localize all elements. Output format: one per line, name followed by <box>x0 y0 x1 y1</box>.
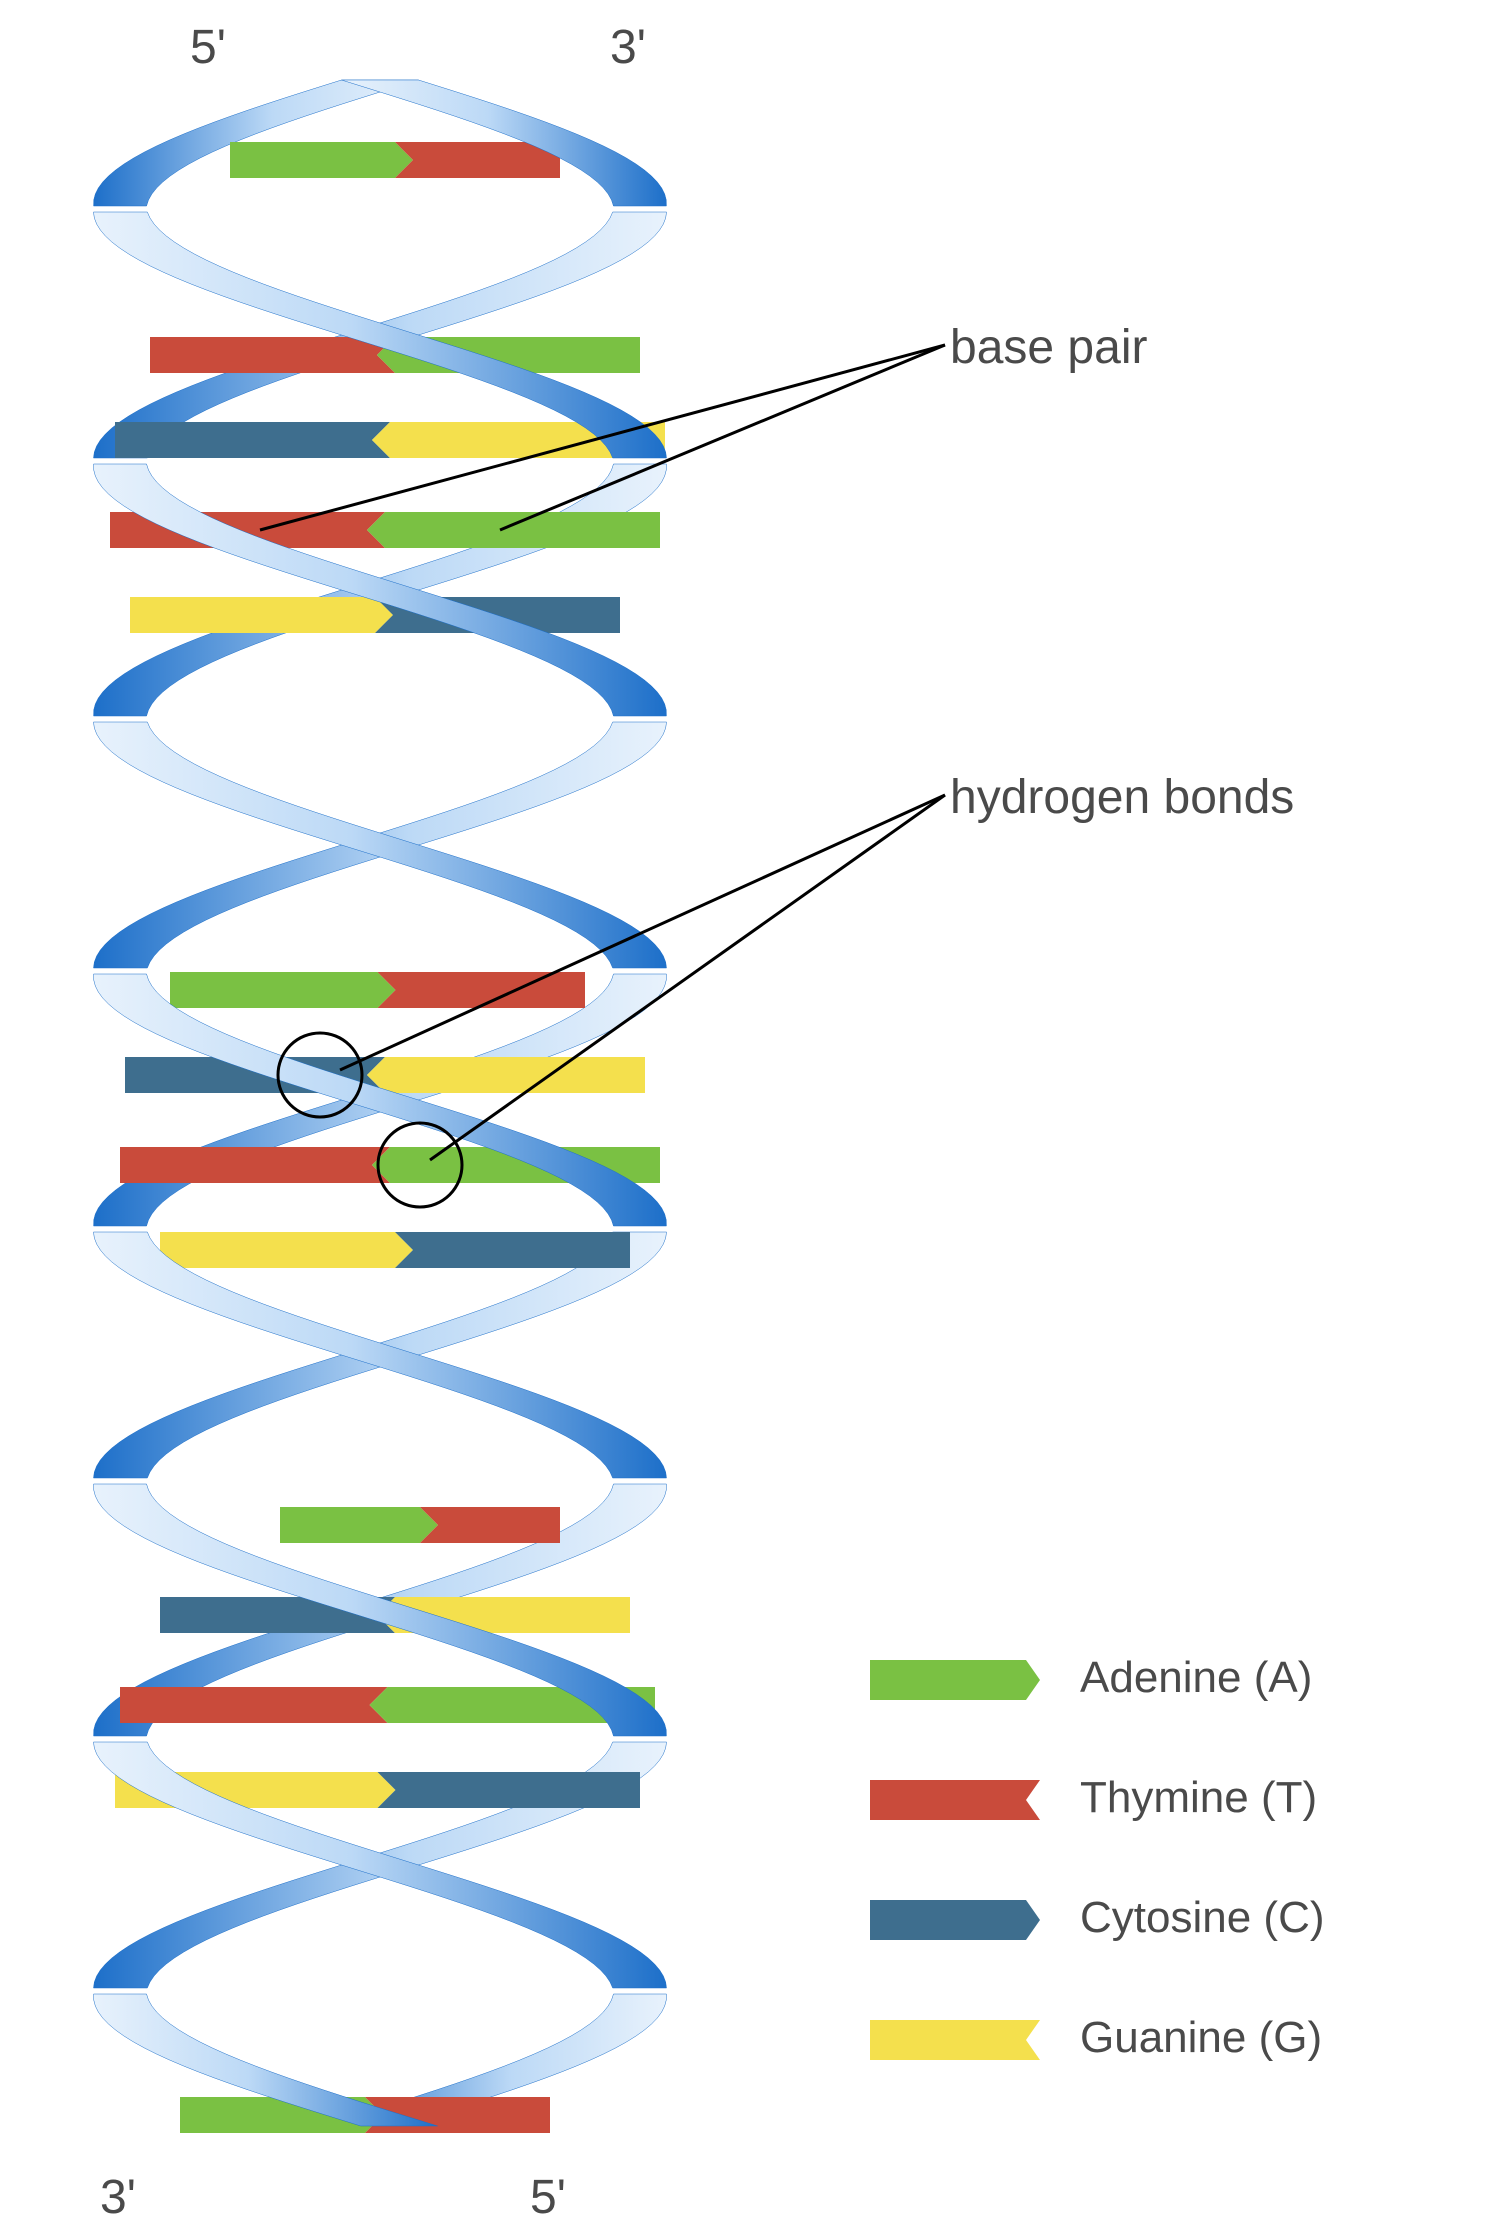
base-pair <box>115 422 665 458</box>
base-adenine <box>170 972 396 1008</box>
base-pair <box>230 142 560 178</box>
legend-label-1: Thymine (T) <box>1080 1773 1317 1823</box>
base-thymine <box>420 1507 560 1543</box>
base-cytosine <box>395 1232 630 1268</box>
base-thymine <box>395 142 560 178</box>
base-thymine <box>120 1687 388 1723</box>
base-thymine <box>120 1147 390 1183</box>
helix-front <box>93 80 666 2126</box>
terminal-bot_left: 3' <box>100 2170 136 2225</box>
legend-swatch-1 <box>870 1780 1040 1820</box>
dna-diagram: base pair hydrogen bonds Adenine (A) Thymin… <box>0 0 1500 2236</box>
base-pair <box>170 972 585 1008</box>
legend-label-0: Adenine (A) <box>1080 1653 1312 1703</box>
base-thymine <box>150 337 395 373</box>
base-adenine <box>280 1507 438 1543</box>
base-pair <box>130 597 620 633</box>
terminal-top_left: 5' <box>190 20 226 75</box>
legend-swatch-2 <box>870 1900 1040 1940</box>
legend-label-2: Cytosine (C) <box>1080 1893 1325 1943</box>
base-cytosine <box>378 1772 641 1808</box>
base-adenine <box>367 512 660 548</box>
base-guanine <box>160 1232 413 1268</box>
legend <box>870 1660 1040 2060</box>
legend-swatch-3 <box>870 2020 1040 2060</box>
legend-swatch-0 <box>870 1660 1040 1700</box>
legend-label-3: Guanine (G) <box>1080 2013 1322 2063</box>
base-thymine <box>378 972 586 1008</box>
base-pair <box>160 1232 630 1268</box>
base-guanine <box>367 1057 645 1093</box>
base-adenine <box>230 142 413 178</box>
base-pair <box>280 1507 560 1543</box>
base-guanine <box>130 597 393 633</box>
terminal-bot_right: 5' <box>530 2170 566 2225</box>
base_pair-label: base pair <box>950 320 1147 375</box>
terminal-top_right: 3' <box>610 20 646 75</box>
base-cytosine <box>115 422 390 458</box>
hydrogen_bonds-label: hydrogen bonds <box>950 770 1294 825</box>
